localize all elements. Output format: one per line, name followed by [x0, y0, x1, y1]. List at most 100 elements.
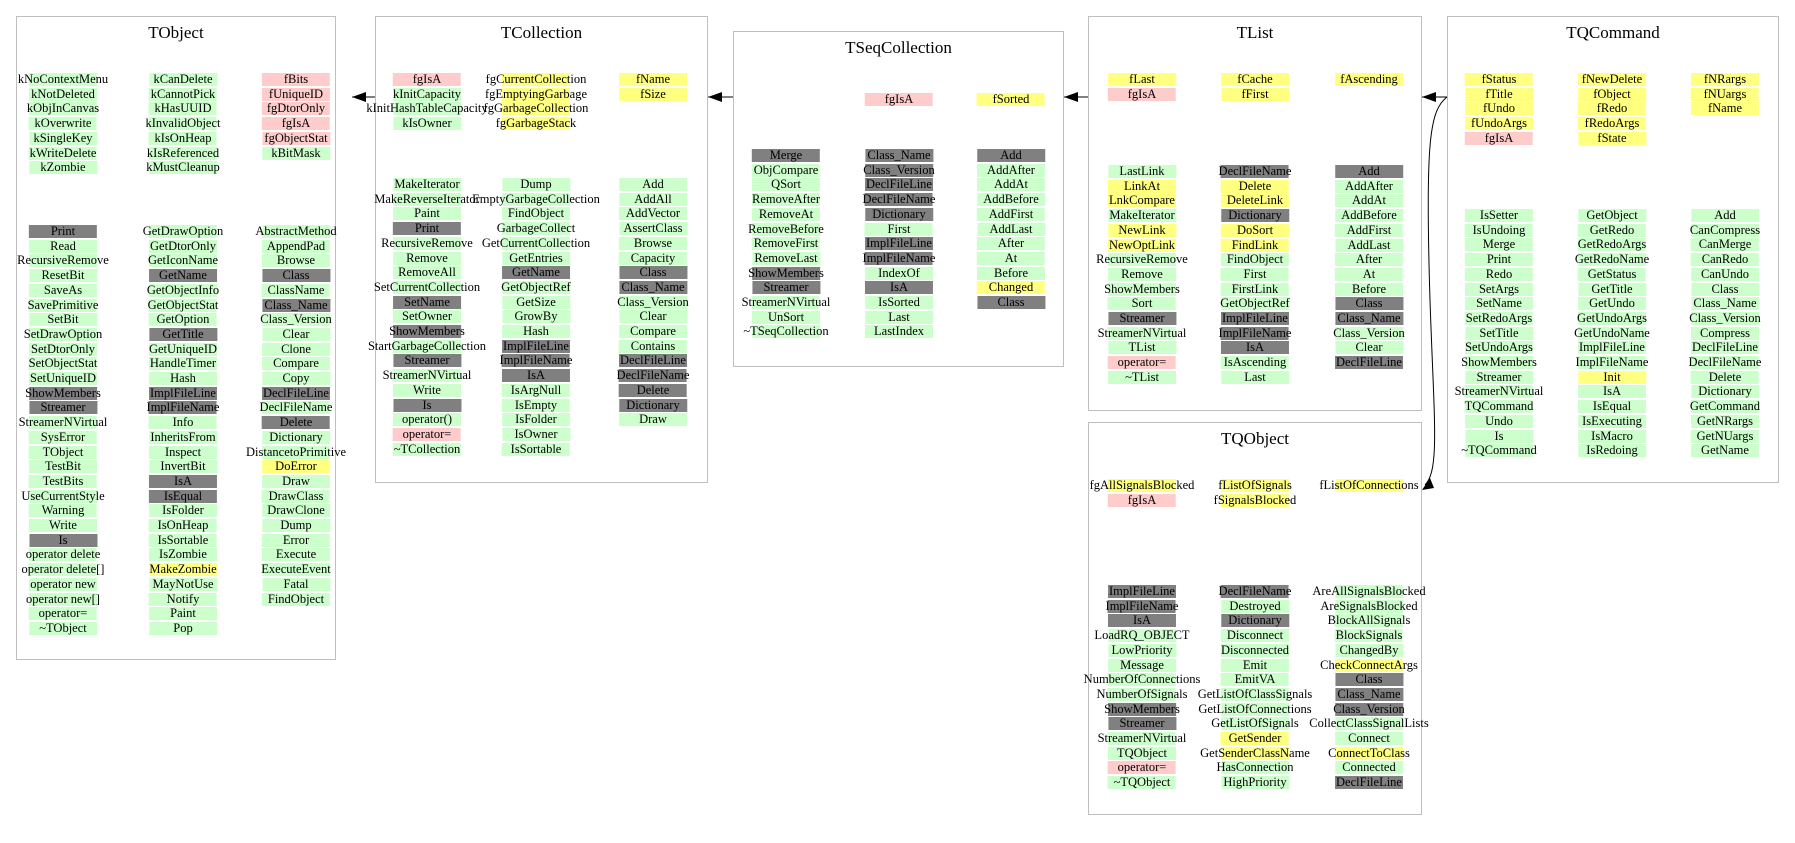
method[interactable]: Message	[1108, 658, 1176, 672]
method[interactable]: ObjCompare	[751, 163, 820, 177]
method[interactable]: Class_Version	[260, 313, 332, 327]
method[interactable]: ExecuteEvent	[261, 563, 331, 577]
method[interactable]: NumberOfConnections	[1084, 673, 1200, 687]
method[interactable]: GetTitle	[149, 327, 217, 341]
method[interactable]: Remove	[392, 251, 461, 265]
method[interactable]: IsA	[502, 369, 570, 383]
method[interactable]: SetName	[392, 295, 461, 309]
method[interactable]: SetBit	[28, 313, 97, 327]
method[interactable]: GetObjectRef	[501, 280, 571, 294]
method[interactable]: Class	[1335, 673, 1403, 687]
method[interactable]: Delete	[1221, 179, 1289, 193]
data-member[interactable]: fListOfSignals	[1218, 479, 1292, 492]
method[interactable]: Info	[148, 416, 217, 430]
method[interactable]: GetObjectRef	[1220, 297, 1290, 311]
method[interactable]: GetDtorOnly	[149, 239, 217, 253]
method[interactable]: IsRedoing	[1577, 444, 1646, 458]
method[interactable]: HasConnection	[1216, 761, 1294, 775]
data-member[interactable]: kBitMask	[262, 146, 330, 160]
method[interactable]: FindObject	[262, 592, 330, 606]
method[interactable]: ConnectToClass	[1328, 746, 1410, 760]
method[interactable]: Delete	[619, 383, 687, 397]
method[interactable]: GetRedoName	[1575, 253, 1649, 267]
method[interactable]: ImplFileLine	[1578, 341, 1646, 355]
data-member[interactable]: fgIsA	[1465, 131, 1533, 145]
data-member[interactable]: fLast	[1108, 73, 1176, 86]
method[interactable]: CanCompress	[1690, 223, 1760, 237]
method[interactable]: DoSort	[1221, 223, 1289, 237]
method[interactable]: Class	[619, 266, 687, 280]
method[interactable]: GetRedoArgs	[1578, 238, 1646, 252]
method[interactable]: Streamer	[1465, 370, 1533, 384]
method[interactable]: Error	[262, 533, 330, 547]
method[interactable]: RemoveAll	[392, 266, 461, 280]
method[interactable]: ~TObject	[29, 621, 97, 635]
method[interactable]: operator new	[28, 577, 97, 591]
method[interactable]: Streamer	[1108, 312, 1176, 325]
method[interactable]: RecursiveRemove	[381, 236, 473, 250]
method[interactable]: IsAscending	[1221, 356, 1289, 370]
method[interactable]: Class_Name	[262, 298, 330, 312]
method[interactable]: Print	[1465, 253, 1533, 267]
method[interactable]: AddAfter	[977, 163, 1045, 177]
data-member[interactable]: kInitHashTableCapacity	[366, 102, 488, 116]
method[interactable]: IsSortable	[502, 442, 570, 456]
data-member[interactable]: kOverwrite	[28, 117, 97, 131]
method[interactable]: MakeIterator	[393, 178, 461, 191]
method[interactable]: CanRedo	[1691, 253, 1759, 267]
method[interactable]: Paint	[148, 607, 217, 621]
data-member[interactable]: kMustCleanup	[146, 161, 220, 175]
method[interactable]: GetName	[502, 266, 570, 280]
data-member[interactable]: fState	[1577, 131, 1646, 145]
method[interactable]: DeclFileLine	[864, 178, 933, 192]
method[interactable]: Write	[393, 383, 461, 397]
method[interactable]: AddLast	[1335, 238, 1403, 252]
method[interactable]: DrawClone	[262, 504, 330, 518]
data-member[interactable]: fName	[1690, 102, 1759, 116]
method[interactable]: Redo	[1464, 267, 1533, 281]
method[interactable]: operator delete	[26, 548, 100, 562]
method[interactable]: IsArgNull	[502, 383, 570, 397]
method[interactable]: RemoveFirst	[752, 237, 820, 251]
method[interactable]: Class_Version	[1689, 311, 1761, 325]
method[interactable]: NumberOfSignals	[1097, 687, 1187, 701]
data-member[interactable]: fgObjectStat	[262, 131, 330, 145]
method[interactable]: GetEntries	[502, 251, 570, 265]
method[interactable]: Sort	[1108, 297, 1176, 311]
method[interactable]: GetUndoArgs	[1577, 311, 1647, 325]
data-member[interactable]: fObject	[1577, 87, 1646, 101]
method[interactable]: Class	[977, 296, 1045, 309]
method[interactable]: AreAllSignalsBlocked	[1312, 585, 1426, 598]
method[interactable]: Is	[29, 533, 97, 547]
method[interactable]: GetObjectInfo	[147, 283, 219, 297]
method[interactable]: DeclFileName	[617, 369, 689, 383]
data-member[interactable]: fRedoArgs	[1577, 117, 1646, 131]
method[interactable]: ImplFileName	[1576, 356, 1648, 369]
method[interactable]: SavePrimitive	[28, 298, 98, 312]
method[interactable]: FindLink	[1220, 238, 1289, 252]
data-member[interactable]: fNUargs	[1690, 87, 1759, 101]
method[interactable]: ImplFileName	[147, 401, 219, 415]
method[interactable]: GetStatus	[1577, 267, 1646, 281]
method[interactable]: Class_Name	[1691, 297, 1759, 311]
method[interactable]: Last	[865, 310, 933, 324]
method[interactable]: DeclFileName	[260, 401, 332, 415]
method[interactable]: Copy	[262, 372, 330, 385]
method[interactable]: DeclFileLine	[1334, 356, 1403, 370]
data-member[interactable]: fCache	[1221, 73, 1289, 86]
method[interactable]: TQCommand	[1465, 400, 1533, 414]
method[interactable]: CheckConnectArgs	[1320, 658, 1418, 672]
method[interactable]: After	[1335, 253, 1403, 267]
method[interactable]: Dictionary	[865, 207, 933, 221]
method[interactable]: IsEqual	[1578, 400, 1646, 414]
method[interactable]: GetObject	[1578, 209, 1646, 222]
method[interactable]: InvertBit	[148, 460, 217, 474]
method[interactable]: AreSignalsBlocked	[1320, 599, 1418, 613]
data-member[interactable]: kZombie	[28, 161, 97, 175]
method[interactable]: Hash	[148, 372, 217, 385]
method[interactable]: operator new[]	[26, 592, 100, 606]
data-member[interactable]: fgIsA	[1108, 87, 1176, 101]
data-member[interactable]: fUndo	[1464, 102, 1533, 116]
method[interactable]: Delete	[262, 416, 330, 430]
method[interactable]: SetUniqueID	[29, 372, 97, 385]
